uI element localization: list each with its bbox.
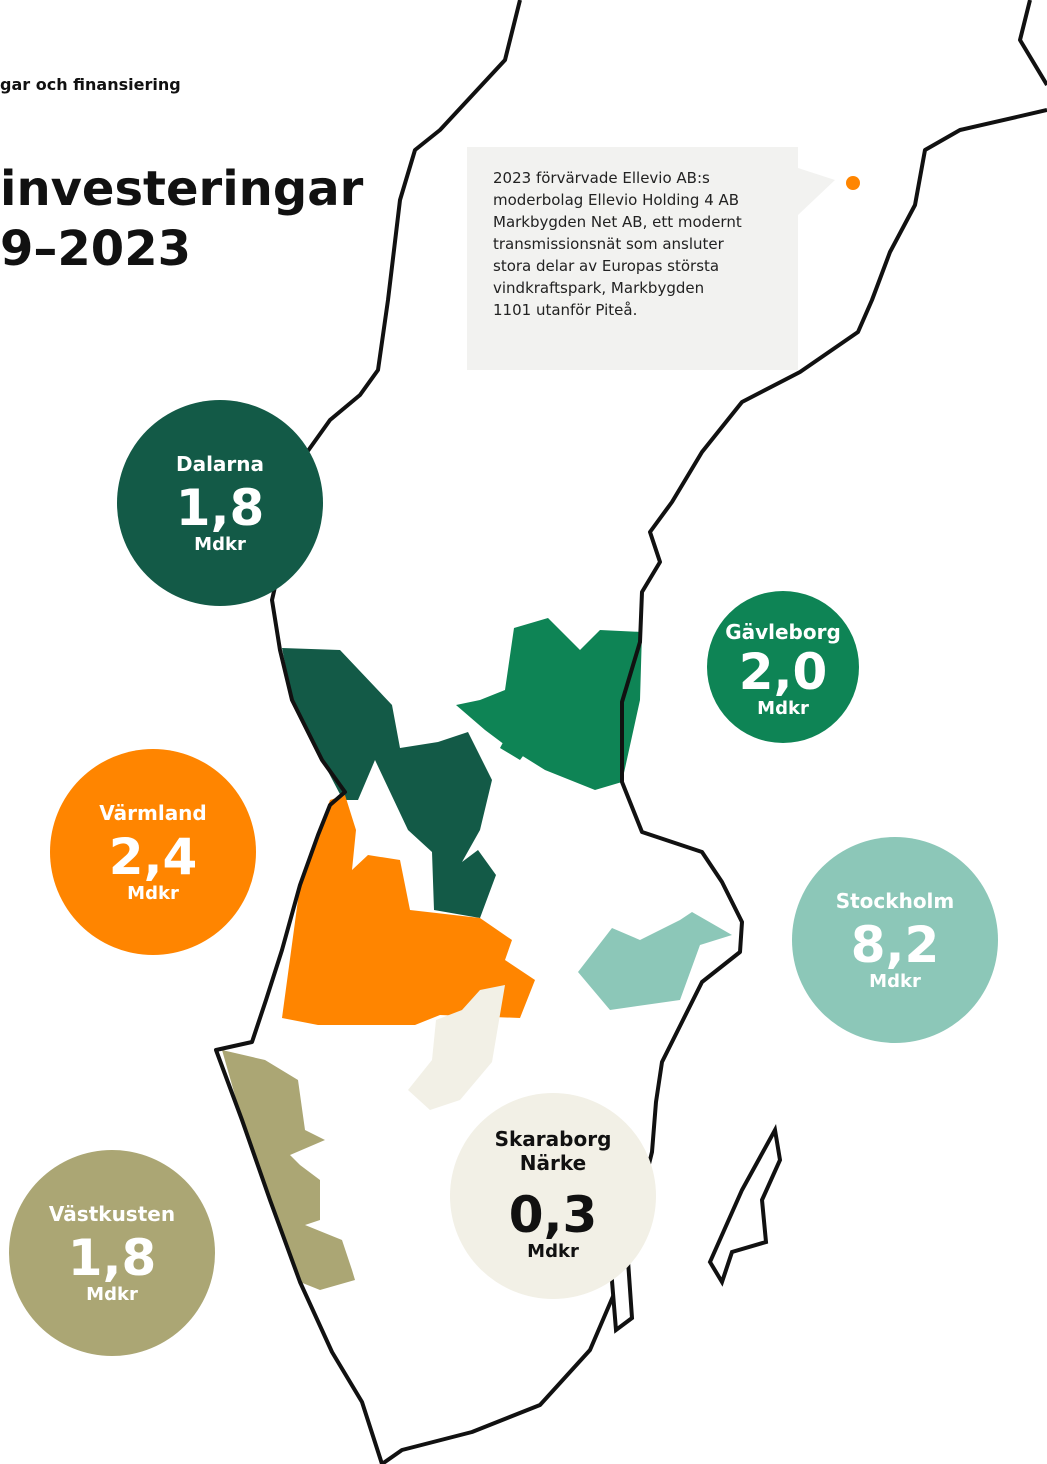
region-shapes [222,618,732,1290]
region-name: Gävleborg [725,620,841,644]
region-name: Stockholm [836,889,955,913]
region-area [282,648,496,918]
region-unit: Mdkr [127,883,179,904]
gotland [707,1123,783,1287]
callout-line: Markbygden Net AB, ett modernt [493,213,742,231]
region-unit: Mdkr [869,971,921,992]
region-value: 1,8 [68,1229,157,1287]
region-area [408,985,505,1110]
region-value: 2,0 [739,643,828,701]
callout-line: moderbolag Ellevio Holding 4 AB [493,191,739,209]
region-value: 8,2 [851,916,940,974]
callout-line: stora delar av Europas största [493,257,719,275]
region-area [222,1050,355,1290]
region-area [282,795,535,1025]
region-name: Närke [520,1151,586,1175]
region-area [578,912,732,1010]
region-circle [707,591,859,743]
region-value: 0,3 [509,1186,598,1244]
region-area [456,618,642,790]
region-unit: Mdkr [86,1284,138,1305]
breadcrumb: gar och finansiering [0,75,181,94]
region-circle [792,837,998,1043]
region-unit: Mdkr [194,534,246,555]
region-circle [9,1150,215,1356]
region-name: Dalarna [176,452,264,476]
title-line: investeringar [0,161,364,217]
region-name: Västkusten [49,1202,175,1226]
region-value: 2,4 [109,828,198,886]
callout-text: 2023 förvärvade Ellevio AB:s moderbolag E… [493,169,742,319]
region-unit: Mdkr [527,1241,579,1262]
region-name: Skaraborg [495,1127,612,1151]
callout-line: 2023 förvärvade Ellevio AB:s [493,169,710,187]
region-name: Värmland [99,801,207,825]
callout-box [467,147,835,370]
title-line: 9–2023 [0,221,191,277]
callout-line: 1101 utanför Piteå. [493,301,637,319]
region-circle [117,400,323,606]
region-unit: Mdkr [757,698,809,719]
region-value: 1,8 [176,479,265,537]
callout-line: transmissionsnät som ansluter [493,235,725,253]
callout-line: vindkraftspark, Markbygden [493,279,704,297]
region-circle [50,749,256,955]
region-badges: Dalarna1,8MdkrGävleborg2,0MdkrVärmland2,… [9,400,998,1356]
callout-dot [846,176,860,190]
region-circle [450,1093,656,1299]
coastline [214,0,522,1464]
